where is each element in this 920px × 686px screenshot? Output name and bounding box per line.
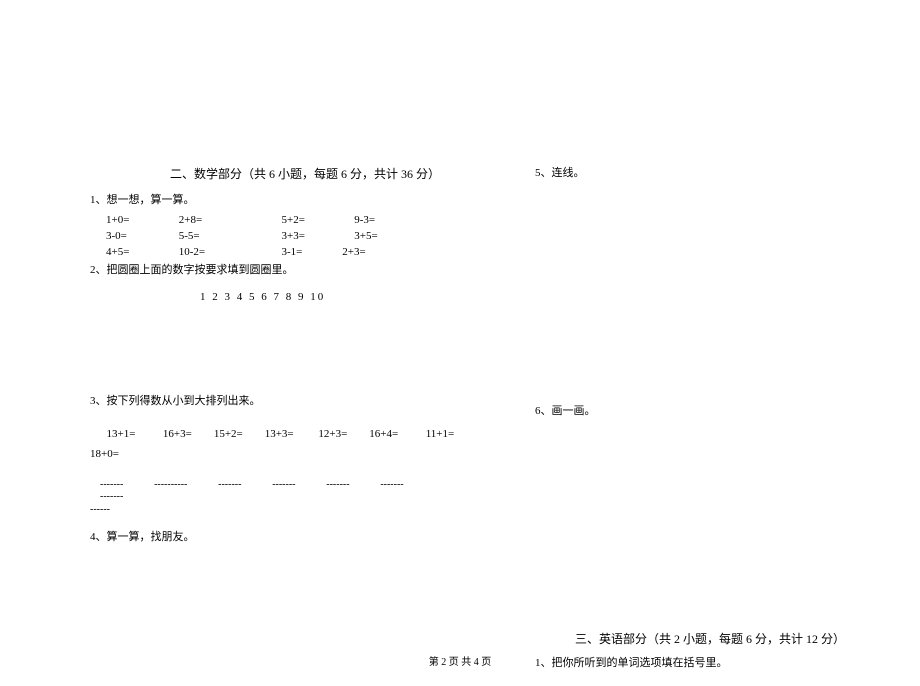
- blank: -------: [326, 479, 349, 490]
- eq: 10-2=: [179, 246, 279, 258]
- eq: 3-0=: [106, 230, 176, 242]
- english-section-title: 三、英语部分（共 2 小题，每题 6 分，共计 12 分）: [565, 630, 855, 647]
- eq: 3+3=: [282, 230, 352, 242]
- eq: 3-1=: [282, 246, 340, 258]
- blank: -------: [100, 491, 123, 502]
- eq: 3+5=: [354, 230, 414, 242]
- eq: 2+3=: [342, 246, 402, 258]
- q3-eqs: 13+1= 16+3= 15+2= 13+3= 12+3= 16+4= 11+1…: [90, 425, 470, 465]
- eq: 5+2=: [282, 214, 352, 226]
- q1-label: 1、想一想，算一算。: [90, 192, 470, 210]
- q5-label: 5、连线。: [535, 165, 855, 183]
- q6-label: 6、画一画。: [535, 403, 855, 421]
- q1-row-2: 3-0= 5-5= 3+3= 3+5=: [90, 230, 470, 242]
- q1-row-3: 4+5= 10-2= 3-1= 2+3=: [90, 246, 470, 258]
- blank: -------: [100, 479, 123, 490]
- q3-dash: ------: [90, 504, 470, 515]
- eq: 9-3=: [354, 214, 414, 226]
- right-column: 5、连线。 6、画一画。 三、英语部分（共 2 小题，每题 6 分，共计 12 …: [535, 165, 855, 677]
- q1-row-1: 1+0= 2+8= 5+2= 9-3=: [90, 214, 470, 226]
- blank: ----------: [154, 479, 187, 490]
- q2-numbers: 1 2 3 4 5 6 7 8 9 10: [90, 291, 470, 303]
- blank: -------: [272, 479, 295, 490]
- q4-label: 4、算一算，找朋友。: [90, 529, 470, 547]
- blank: -------: [380, 479, 403, 490]
- page-footer: 第 2 页 共 4 页: [0, 653, 920, 668]
- q3-block: 3、按下列得数从小到大排列出来。 13+1= 16+3= 15+2= 13+3=…: [90, 393, 470, 515]
- q3-label: 3、按下列得数从小到大排列出来。: [90, 393, 470, 411]
- math-section-title: 二、数学部分（共 6 小题，每题 6 分，共计 36 分）: [140, 165, 470, 182]
- left-column: 二、数学部分（共 6 小题，每题 6 分，共计 36 分） 1、想一想，算一算。…: [90, 165, 470, 551]
- eq: 5-5=: [179, 230, 279, 242]
- q3-blanks: ------- ---------- ------- ------- -----…: [90, 478, 470, 502]
- blank: -------: [218, 479, 241, 490]
- eq: 4+5=: [106, 246, 176, 258]
- q2-label: 2、把圆圈上面的数字按要求填到圆圈里。: [90, 262, 470, 280]
- eq: 1+0=: [106, 214, 176, 226]
- eq: 2+8=: [179, 214, 279, 226]
